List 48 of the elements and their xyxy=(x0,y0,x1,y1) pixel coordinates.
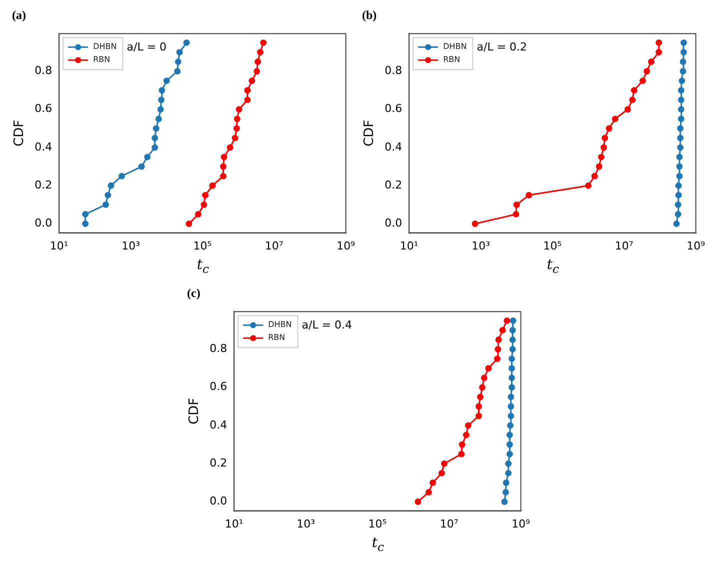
y-tick-label: 0.6 xyxy=(210,380,228,394)
legend-label: RBN xyxy=(268,332,286,342)
legend-label: RBN xyxy=(443,55,460,64)
x-tick-label: 10⁷ xyxy=(614,239,634,252)
x-tick-label: 10⁵ xyxy=(368,517,387,530)
legend-label: RBN xyxy=(93,55,110,64)
x-tick-label: 10⁷ xyxy=(440,517,458,530)
x-axis-title: t$_{c}$ xyxy=(370,534,386,556)
y-tick-label: 0.6 xyxy=(384,102,402,116)
y-axis-title: CDF xyxy=(12,120,28,146)
y-tick-label: 0.8 xyxy=(210,342,228,355)
annotation: a/L = 0.4 xyxy=(302,318,352,332)
y-axis-title: CDF xyxy=(362,120,378,146)
y-tick-label: 0.4 xyxy=(34,140,52,154)
y-tick-label: 0.2 xyxy=(384,178,402,192)
x-axis-title: t$_{c}$ xyxy=(196,256,210,278)
x-axis-title: t$_{c}$ xyxy=(546,256,560,278)
y-tick-label: 0.8 xyxy=(34,64,52,78)
x-tick-label: 10³ xyxy=(296,517,315,530)
legend-label: DHBN xyxy=(93,42,117,52)
x-tick-label: 10³ xyxy=(472,239,490,252)
annotation: a/L = 0 xyxy=(126,40,167,54)
x-tick-label: 10⁵ xyxy=(543,239,562,252)
x-tick-label: 10⁵ xyxy=(193,239,212,252)
x-tick-label: 10⁷ xyxy=(264,239,284,252)
legend-label: DHBN xyxy=(268,320,292,329)
x-tick-label: 10¹ xyxy=(224,517,244,530)
x-tick-label: 10⁹ xyxy=(336,239,356,252)
annotation: a/L = 0.2 xyxy=(476,40,528,54)
y-tick-label: 0.6 xyxy=(34,102,52,116)
y-tick-label: 0.2 xyxy=(34,178,52,192)
x-tick-label: 10³ xyxy=(122,239,140,252)
y-tick-label: 0.0 xyxy=(34,216,52,230)
chart-title: (c) xyxy=(186,286,202,302)
y-tick-label: 0.8 xyxy=(384,64,402,78)
legend-label: DHBN xyxy=(443,42,467,52)
y-tick-label: 0.4 xyxy=(384,140,402,154)
y-tick-label: 0.4 xyxy=(210,418,228,432)
y-tick-label: 0.0 xyxy=(384,216,402,230)
x-tick-label: 10⁹ xyxy=(512,517,530,530)
x-tick-label: 10⁹ xyxy=(686,239,706,252)
x-tick-label: 10¹ xyxy=(400,239,418,252)
chart-title: (a) xyxy=(11,8,27,24)
x-tick-label: 10¹ xyxy=(50,239,68,252)
y-axis-title: CDF xyxy=(187,398,202,424)
y-tick-label: 0.0 xyxy=(210,494,228,508)
chart-title: (b) xyxy=(361,8,378,24)
y-tick-label: 0.2 xyxy=(210,456,228,470)
